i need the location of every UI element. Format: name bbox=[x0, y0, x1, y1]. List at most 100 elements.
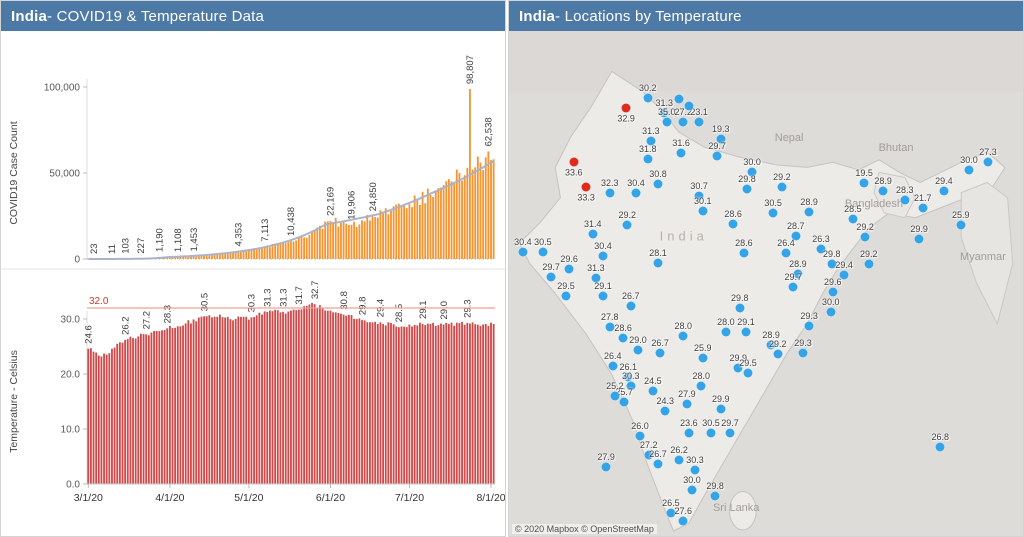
covid-case-bar[interactable] bbox=[374, 217, 377, 259]
temperature-bar[interactable] bbox=[287, 311, 290, 484]
covid-case-bar[interactable] bbox=[369, 220, 371, 259]
temperature-bar[interactable] bbox=[174, 327, 177, 484]
temperature-bar[interactable] bbox=[379, 322, 382, 484]
temperature-bar[interactable] bbox=[218, 314, 221, 484]
covid-case-bar[interactable] bbox=[229, 252, 232, 259]
covid-case-bar[interactable] bbox=[247, 250, 250, 259]
temperature-bar[interactable] bbox=[426, 323, 429, 484]
temperature-bar[interactable] bbox=[184, 323, 187, 484]
temperature-bar[interactable] bbox=[347, 314, 350, 484]
temperature-bar[interactable] bbox=[369, 322, 371, 484]
map-location-point[interactable] bbox=[633, 345, 643, 355]
map-location-point[interactable] bbox=[610, 391, 620, 401]
map-location-point[interactable] bbox=[626, 381, 636, 390]
temperature-bar[interactable] bbox=[461, 321, 463, 484]
temperature-bar[interactable] bbox=[419, 322, 421, 484]
covid-case-bar[interactable] bbox=[337, 226, 340, 259]
temperature-bar[interactable] bbox=[295, 310, 298, 484]
covid-case-bar[interactable] bbox=[350, 224, 353, 259]
covid-case-bar[interactable] bbox=[271, 244, 274, 259]
covid-case-bar[interactable] bbox=[461, 180, 463, 259]
covid-case-bar[interactable] bbox=[250, 249, 253, 259]
temperature-bar[interactable] bbox=[376, 324, 379, 484]
covid-case-bar[interactable] bbox=[326, 221, 329, 259]
map-location-point[interactable] bbox=[643, 93, 653, 103]
temperature-bar[interactable] bbox=[211, 317, 213, 484]
covid-case-bar[interactable] bbox=[476, 156, 479, 259]
covid-case-bar[interactable] bbox=[203, 255, 205, 259]
covid-case-bar[interactable] bbox=[424, 203, 427, 259]
covid-case-bar[interactable] bbox=[463, 175, 466, 259]
temperature-bar[interactable] bbox=[332, 312, 334, 484]
covid-case-bar[interactable] bbox=[411, 207, 413, 259]
map-location-point[interactable] bbox=[716, 404, 726, 414]
temperature-bar[interactable] bbox=[297, 309, 300, 484]
temperature-bar[interactable] bbox=[245, 316, 248, 484]
temperature-bar[interactable] bbox=[89, 348, 92, 484]
covid-case-bar[interactable] bbox=[471, 169, 474, 259]
map-location-point[interactable] bbox=[518, 247, 528, 257]
temperature-bar[interactable] bbox=[155, 330, 158, 484]
covid-case-bar[interactable] bbox=[216, 254, 219, 259]
map-location-point[interactable] bbox=[766, 340, 776, 350]
map-location-point[interactable] bbox=[804, 207, 814, 217]
temperature-bar[interactable] bbox=[121, 342, 124, 484]
map-location-point[interactable] bbox=[706, 428, 716, 438]
covid-case-bar[interactable] bbox=[324, 221, 327, 259]
map-location-point[interactable] bbox=[788, 282, 798, 292]
temperature-bar[interactable] bbox=[458, 323, 461, 484]
covid-case-bar[interactable] bbox=[208, 255, 211, 259]
temperature-bar[interactable] bbox=[145, 334, 148, 484]
map-location-point[interactable] bbox=[739, 248, 749, 258]
temperature-bar[interactable] bbox=[208, 315, 211, 484]
covid-case-bar[interactable] bbox=[192, 256, 195, 260]
covid-case-bar[interactable] bbox=[311, 232, 313, 259]
temperature-bar[interactable] bbox=[371, 322, 374, 484]
map-location-point[interactable] bbox=[826, 307, 836, 317]
temperature-bar[interactable] bbox=[455, 322, 458, 484]
temperature-bar[interactable] bbox=[205, 316, 208, 484]
temperature-bar[interactable] bbox=[479, 326, 482, 484]
map-location-point[interactable] bbox=[939, 186, 949, 196]
covid-case-bar[interactable] bbox=[400, 205, 403, 259]
map-location-point[interactable] bbox=[622, 220, 632, 230]
temperature-bar[interactable] bbox=[182, 325, 184, 484]
temperature-bar[interactable] bbox=[255, 315, 258, 484]
covid-case-bar[interactable] bbox=[297, 237, 300, 259]
covid-case-bar[interactable] bbox=[245, 251, 248, 259]
covid-case-bar[interactable] bbox=[205, 256, 208, 259]
covid-case-bar[interactable] bbox=[482, 170, 485, 259]
covid-case-bar[interactable] bbox=[255, 249, 258, 259]
temperature-bar[interactable] bbox=[242, 316, 245, 484]
temperature-bar[interactable] bbox=[137, 336, 140, 484]
covid-case-bar[interactable] bbox=[397, 203, 400, 259]
temperature-bar[interactable] bbox=[224, 317, 227, 484]
covid-case-bar[interactable] bbox=[458, 173, 461, 259]
temperature-bar[interactable] bbox=[476, 324, 479, 484]
map-location-point[interactable] bbox=[777, 182, 787, 192]
covid-case-bar[interactable] bbox=[429, 194, 432, 259]
temperature-bar[interactable] bbox=[303, 306, 306, 484]
map-location-point[interactable] bbox=[653, 459, 663, 469]
covid-case-bar[interactable] bbox=[182, 256, 184, 259]
map-location-point[interactable] bbox=[674, 455, 684, 465]
temperature-bar[interactable] bbox=[392, 324, 395, 484]
temperature-bar[interactable] bbox=[334, 312, 337, 484]
temperature-bar[interactable] bbox=[466, 322, 469, 484]
temperature-bar[interactable] bbox=[134, 338, 137, 484]
covid-case-bar[interactable] bbox=[240, 251, 242, 259]
map-location-point[interactable] bbox=[735, 303, 745, 313]
map-location-point[interactable] bbox=[643, 154, 653, 164]
map-location-point[interactable] bbox=[631, 188, 641, 198]
temperature-bar[interactable] bbox=[176, 326, 179, 484]
covid-case-bar[interactable] bbox=[268, 247, 271, 259]
map-location-point[interactable] bbox=[721, 327, 731, 337]
temperature-bar[interactable] bbox=[340, 313, 342, 484]
temperature-bar[interactable] bbox=[387, 322, 390, 484]
map-location-point[interactable] bbox=[644, 450, 654, 460]
temperature-bar[interactable] bbox=[355, 319, 358, 484]
temperature-bar[interactable] bbox=[484, 323, 487, 484]
map-location-point[interactable] bbox=[694, 191, 704, 201]
temperature-bar[interactable] bbox=[168, 325, 171, 484]
covid-case-bar[interactable] bbox=[266, 245, 269, 260]
